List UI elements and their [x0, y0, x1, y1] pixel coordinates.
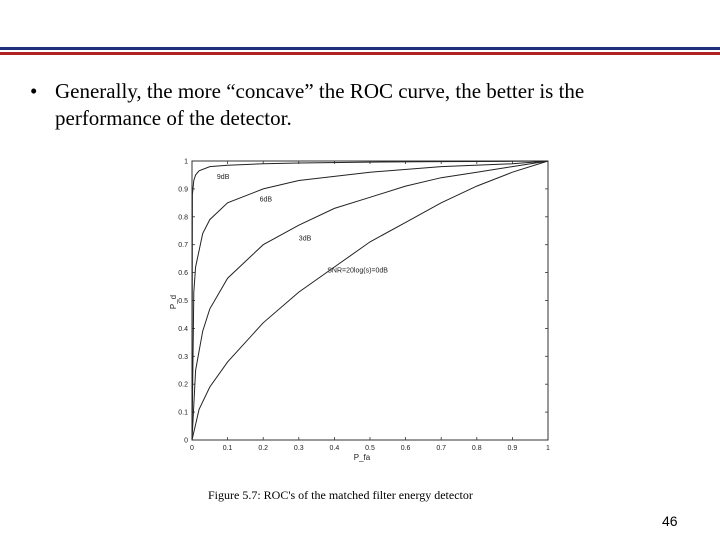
- series-line-4: [191, 160, 549, 441]
- y-tick-label: 0.3: [178, 354, 188, 361]
- bullet-dot-icon: •: [30, 79, 38, 103]
- y-tick-label: 1: [184, 159, 188, 166]
- header-rule-bottom: [0, 52, 720, 55]
- series-line-2: [191, 160, 549, 441]
- x-tick-label: 0: [190, 445, 194, 452]
- x-tick-label: 0.8: [472, 445, 482, 452]
- series-line-1: [191, 160, 549, 441]
- y-tick-label: 0.9: [178, 186, 188, 193]
- y-tick-label: 0.5: [178, 298, 188, 305]
- bullet-text: Generally, the more “concave” the ROC cu…: [55, 79, 585, 130]
- x-tick-label: 0.7: [436, 445, 446, 452]
- x-tick-label: 0.1: [223, 445, 233, 452]
- y-axis-label: P_d: [169, 295, 178, 309]
- y-tick-label: 0.7: [178, 242, 188, 249]
- figure-caption: Figure 5.7: ROC's of the matched filter …: [208, 488, 473, 502]
- plot-frame: [191, 160, 549, 441]
- header-rule-top: [0, 47, 720, 50]
- series-annotation: 6dB: [260, 196, 273, 203]
- x-tick-label: 1: [546, 445, 550, 452]
- series-annotation: SNR=20log(s)=0dB: [327, 268, 388, 275]
- x-tick-label: 0.4: [330, 445, 340, 452]
- y-tick-label: 0.8: [178, 214, 188, 221]
- x-tick-label: 0.6: [401, 445, 411, 452]
- y-tick-label: 0.2: [178, 382, 188, 389]
- x-tick-label: 0.9: [508, 445, 518, 452]
- x-tick-label: 0.5: [365, 445, 375, 452]
- x-axis-label: P_fa: [354, 453, 371, 462]
- y-tick-label: 0.6: [178, 270, 188, 277]
- series-annotation: 9dB: [217, 174, 230, 181]
- x-tick-label: 0.2: [258, 445, 268, 452]
- y-tick-label: 0: [184, 438, 188, 445]
- series-annotation: 3dB: [299, 236, 312, 243]
- y-tick-label: 0.1: [178, 410, 188, 417]
- page-number: 46: [662, 513, 678, 529]
- series-line-3: [191, 160, 549, 441]
- y-tick-label: 0.4: [178, 326, 188, 333]
- x-tick-label: 0.3: [294, 445, 304, 452]
